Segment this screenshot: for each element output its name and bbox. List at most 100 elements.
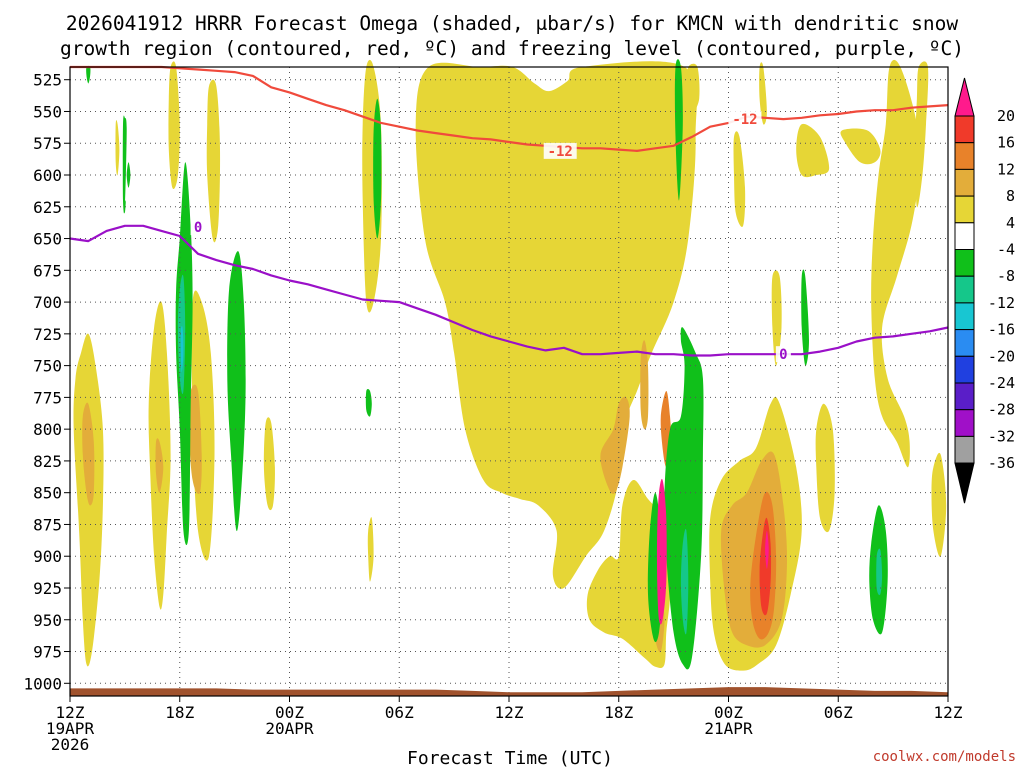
contour-label-0-1: -12 (732, 112, 757, 128)
x-tick-label-36-0: 00Z (714, 703, 743, 722)
omega-region-49 (180, 326, 184, 373)
omega-region-9 (367, 517, 374, 582)
temperature-contours: -12 -12 0 0 (69, 65, 949, 363)
omega-region-40 (373, 98, 382, 239)
plot-area: -12 -12 0 0 (69, 59, 949, 697)
terrain (70, 687, 948, 696)
omega-region-39 (365, 389, 372, 417)
y-tick-label-625: 625 (33, 198, 62, 217)
omega-region-17 (840, 128, 881, 165)
colorbar-box-7 (954, 275, 975, 304)
colorbar-box-12 (954, 409, 975, 437)
omega-region-18 (871, 59, 920, 468)
y-tick-label-750: 750 (33, 357, 62, 376)
colorbar-label-4: 4 (1006, 214, 1015, 232)
y-tick-label-700: 700 (33, 293, 62, 312)
colorbar: 20 16 12 8 4 -4 -8 -12 -16 -20 -24 -28 -32 -36 (954, 77, 1015, 504)
colorbar-box-1 (954, 115, 975, 144)
colorbar-label-5: -4 (997, 241, 1015, 259)
omega-region-51 (765, 530, 769, 569)
contour-line-1 (69, 224, 949, 357)
colorbar-label-3: 8 (1006, 187, 1015, 205)
y-tick-label-525: 525 (33, 71, 62, 90)
y-tick-label-875: 875 (33, 515, 62, 534)
contour-line-0 (70, 65, 949, 152)
y-tick-label-900: 900 (33, 547, 62, 566)
omega-region-23 (155, 438, 164, 493)
omega-region-48 (876, 548, 883, 596)
y-tick-label-675: 675 (33, 261, 62, 280)
colorbar-label-9: -20 (988, 347, 1015, 365)
colorbar-label-11: -28 (988, 401, 1015, 419)
x-tick-label-12-1: 20APR (265, 719, 314, 738)
y-tick-label-975: 975 (33, 643, 62, 662)
colorbar-box-9 (954, 329, 975, 357)
colorbar-label-0: 20 (997, 107, 1015, 125)
contour-label-1-0: 0 (194, 220, 202, 236)
colorbar-label-7: -12 (988, 294, 1015, 312)
colorbar-bottom-arrow (954, 462, 975, 504)
omega-region-13 (759, 62, 767, 125)
omega-region-0 (415, 61, 697, 589)
colorbar-box-8 (954, 302, 975, 331)
x-axis-title: Forecast Time (UTC) (407, 748, 613, 768)
colorbar-box-10 (954, 355, 975, 384)
y-tick-label-825: 825 (33, 452, 62, 471)
y-tick-label-600: 600 (33, 166, 62, 185)
y-tick-label-850: 850 (33, 484, 62, 503)
omega-region-42 (664, 327, 704, 670)
contour-label-1-1: 0 (779, 347, 787, 363)
omega-region-44 (801, 269, 809, 366)
omega-region-38 (227, 251, 246, 532)
x-tick-label-48-0: 12Z (934, 703, 963, 722)
x-tick-label-12-0: 00Z (275, 703, 304, 722)
y-tick-label-950: 950 (33, 611, 62, 630)
colorbar-box-13 (954, 435, 975, 464)
chart-title-line-1: 2026041912 HRRR Forecast Omega (shaded, … (66, 12, 958, 35)
omega-region-14 (771, 270, 782, 366)
y-tick-label-650: 650 (33, 230, 62, 249)
omega-region-20 (931, 452, 947, 557)
omega-region-22 (82, 402, 95, 506)
y-tick-label-800: 800 (33, 420, 62, 439)
colorbar-box-11 (954, 382, 975, 411)
contour-label-bg-0-1 (728, 111, 762, 128)
omega-region-33 (86, 65, 91, 84)
y-tick-label-550: 550 (33, 102, 62, 121)
chart-title-line-2: growth region (contoured, red, ºC) and f… (60, 37, 964, 60)
x-tick-label-18-0: 06Z (385, 703, 414, 722)
credit-text: coolwx.com/models (873, 749, 1016, 765)
colorbar-label-10: -24 (988, 374, 1015, 392)
omega-region-15 (815, 403, 835, 533)
omega-region-4 (206, 79, 221, 243)
omega-region-16 (796, 123, 830, 178)
colorbar-label-8: -16 (988, 321, 1015, 339)
omega-region-5 (115, 120, 120, 176)
y-tick-label-925: 925 (33, 579, 62, 598)
omega-region-47 (680, 528, 689, 635)
omega-region-19 (915, 61, 929, 208)
colorbar-top-arrow (954, 77, 975, 117)
omega-region-25 (600, 396, 630, 494)
omega-region-12 (733, 131, 746, 227)
omega-region-24 (188, 384, 202, 495)
contour-label-bg-0-0 (543, 142, 577, 159)
colorbar-label-2: 12 (997, 160, 1015, 178)
omega-shading (73, 59, 947, 671)
x-tick-label-6-0: 18Z (165, 703, 194, 722)
x-tick-label-0-0: 12Z (56, 703, 85, 722)
terrain-fill (70, 687, 948, 696)
contour-label-bg-1-0 (190, 219, 206, 236)
omega-region-36 (122, 115, 127, 214)
x-tick-label-0-1: 19APR (46, 719, 95, 738)
colorbar-label-1: 16 (997, 134, 1015, 152)
omega-region-7 (263, 417, 275, 511)
x-tick-label-0-2: 2026 (51, 735, 90, 754)
contour-label-0-0: -12 (548, 144, 573, 160)
x-tick-label-30-0: 18Z (604, 703, 633, 722)
y-tick-label-1000: 1000 (23, 674, 62, 693)
y-tick-label-775: 775 (33, 388, 62, 407)
colorbar-box-6 (954, 249, 975, 277)
